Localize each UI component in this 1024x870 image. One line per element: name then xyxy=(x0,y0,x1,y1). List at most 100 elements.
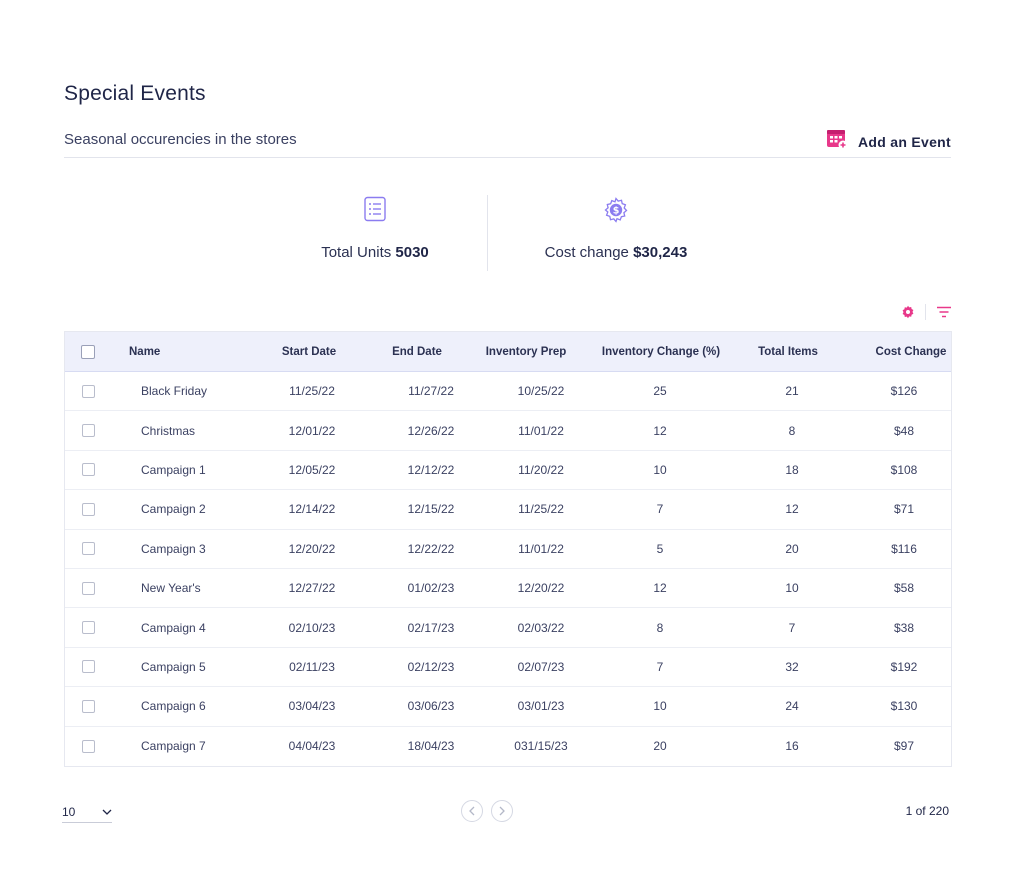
cell-inventory-prep: 03/01/23 xyxy=(517,699,565,714)
row-checkbox[interactable] xyxy=(81,424,95,438)
table-row[interactable]: Campaign 3 12/20/22 12/22/22 11/01/22 5 20 $11… xyxy=(65,530,951,569)
cell-end-date: 18/04/23 xyxy=(407,739,455,754)
row-checkbox[interactable] xyxy=(81,739,95,753)
row-checkbox[interactable] xyxy=(81,581,95,595)
cell-inventory-prep: 02/03/22 xyxy=(517,620,565,635)
cell-cost-change: $71 xyxy=(893,502,915,517)
cell-cost-change: $192 xyxy=(890,659,918,674)
stat-cost-value: $30,243 xyxy=(633,244,688,261)
cell-inventory-prep: 12/20/22 xyxy=(517,581,565,596)
cell-end-date: 02/12/23 xyxy=(407,659,455,674)
filter-icon[interactable] xyxy=(936,305,952,319)
cell-end-date: 11/27/22 xyxy=(408,384,454,399)
cell-inventory-change: 20 xyxy=(653,739,667,754)
cell-inventory-change: 25 xyxy=(653,384,667,399)
stats-divider xyxy=(487,195,488,271)
cell-start-date: 12/27/22 xyxy=(288,581,336,596)
cell-cost-change: $38 xyxy=(893,620,915,635)
row-checkbox[interactable] xyxy=(81,502,95,516)
cell-name: Campaign 1 xyxy=(141,462,206,477)
cell-end-date: 02/17/23 xyxy=(407,620,455,635)
cell-inventory-change: 5 xyxy=(656,541,664,556)
cell-inventory-change: 7 xyxy=(656,502,664,517)
table-header: Name Start Date End Date Inventory Prep … xyxy=(65,332,951,372)
cell-inventory-change: 12 xyxy=(653,423,667,438)
column-header-end-date[interactable]: End Date xyxy=(392,345,442,358)
cell-total-items: 7 xyxy=(788,620,796,635)
gear-icon[interactable] xyxy=(901,305,915,319)
row-checkbox[interactable] xyxy=(81,660,95,674)
cell-cost-change: $58 xyxy=(893,581,915,596)
cell-inventory-prep: 11/01/22 xyxy=(518,541,564,556)
cell-inventory-prep: 02/07/23 xyxy=(517,659,565,674)
cell-start-date: 12/14/22 xyxy=(288,502,336,517)
gear-dollar-icon: $ xyxy=(602,196,630,224)
cell-name: New Year's xyxy=(141,581,201,596)
table-row[interactable]: Campaign 4 02/10/23 02/17/23 02/03/22 8 7 $38 xyxy=(65,608,951,648)
column-header-inventory-change[interactable]: Inventory Change (%) xyxy=(601,345,721,358)
page-subtitle: Seasonal occurencies in the stores xyxy=(64,131,297,148)
cell-end-date: 12/15/22 xyxy=(407,502,455,517)
cell-end-date: 03/06/23 xyxy=(407,699,455,714)
column-header-name[interactable]: Name xyxy=(129,345,161,358)
select-all-checkbox[interactable] xyxy=(81,344,95,359)
row-checkbox[interactable] xyxy=(81,621,95,635)
cell-inventory-prep: 11/01/22 xyxy=(518,423,564,438)
cell-end-date: 01/02/23 xyxy=(407,581,455,596)
cell-inventory-change: 10 xyxy=(653,462,667,477)
add-event-button[interactable]: Add an Event xyxy=(826,128,951,155)
table-row[interactable]: Black Friday 11/25/22 11/27/22 10/25/22 25 21… xyxy=(65,372,951,412)
table-row[interactable]: Campaign 1 12/05/22 12/12/22 11/20/22 10 18 $1… xyxy=(65,451,951,491)
cell-end-date: 12/26/22 xyxy=(407,423,455,438)
row-checkbox[interactable] xyxy=(81,542,95,556)
table-row[interactable]: Campaign 2 12/14/22 12/15/22 11/25/22 7 12 $71 xyxy=(65,490,951,530)
cell-start-date: 12/01/22 xyxy=(288,423,336,438)
row-checkbox[interactable] xyxy=(81,699,95,713)
cell-inventory-change: 12 xyxy=(653,581,667,596)
cell-start-date: 02/11/23 xyxy=(289,659,335,674)
cell-total-items: 24 xyxy=(785,699,799,714)
cell-inventory-prep: 11/20/22 xyxy=(518,462,564,477)
toolbar-separator xyxy=(925,304,926,320)
cell-end-date: 12/22/22 xyxy=(407,541,455,556)
stat-units-label: Total Units xyxy=(321,244,392,261)
cell-total-items: 10 xyxy=(785,581,799,596)
cell-name: Black Friday xyxy=(141,384,208,399)
table-row[interactable]: Campaign 5 02/11/23 02/12/23 02/07/23 7 32 $19… xyxy=(65,648,951,688)
page-title: Special Events xyxy=(64,82,206,105)
column-header-inventory-prep[interactable]: Inventory Prep xyxy=(485,345,567,358)
cell-total-items: 20 xyxy=(785,541,799,556)
cell-end-date: 12/12/22 xyxy=(407,462,455,477)
prev-page-button[interactable] xyxy=(461,800,483,822)
cell-cost-change: $97 xyxy=(893,739,915,754)
table-row[interactable]: Campaign 7 04/04/23 18/04/23 031/15/23 20 16 $… xyxy=(65,727,951,766)
table-row[interactable]: New Year's 12/27/22 01/02/23 12/20/22 12 10 $5… xyxy=(65,569,951,609)
next-page-button[interactable] xyxy=(491,800,513,822)
cell-cost-change: $130 xyxy=(890,699,918,714)
column-header-cost-change[interactable]: Cost Change xyxy=(875,345,947,358)
cell-start-date: 04/04/23 xyxy=(288,739,336,754)
cell-inventory-change: 8 xyxy=(656,620,664,635)
table-row[interactable]: Campaign 6 03/04/23 03/06/23 03/01/23 10 24 $1… xyxy=(65,687,951,727)
cell-cost-change: $116 xyxy=(891,541,917,556)
row-checkbox[interactable] xyxy=(81,384,95,398)
pagination-info: 1 of 220 xyxy=(905,804,949,818)
column-header-total-items[interactable]: Total Items xyxy=(758,345,818,358)
cell-inventory-change: 10 xyxy=(653,699,667,714)
cell-start-date: 12/20/22 xyxy=(288,541,336,556)
page-size-value: 10 xyxy=(62,804,76,819)
cell-total-items: 16 xyxy=(785,739,799,754)
stat-cost-change: $ Cost change $30,243 xyxy=(528,196,704,261)
events-table: Name Start Date End Date Inventory Prep … xyxy=(64,331,952,767)
cell-total-items: 32 xyxy=(785,659,799,674)
calendar-plus-icon xyxy=(826,128,848,155)
table-row[interactable]: Christmas 12/01/22 12/26/22 11/01/22 12 8 $48 xyxy=(65,411,951,451)
cell-name: Campaign 3 xyxy=(141,541,206,556)
row-checkbox[interactable] xyxy=(81,463,95,477)
page-size-select[interactable]: 10 xyxy=(62,801,112,823)
stat-total-units: Total Units 5030 xyxy=(300,196,450,261)
cell-total-items: 21 xyxy=(785,384,799,399)
cell-cost-change: $108 xyxy=(890,462,918,477)
add-event-label: Add an Event xyxy=(857,133,951,150)
column-header-start-date[interactable]: Start Date xyxy=(281,345,337,358)
